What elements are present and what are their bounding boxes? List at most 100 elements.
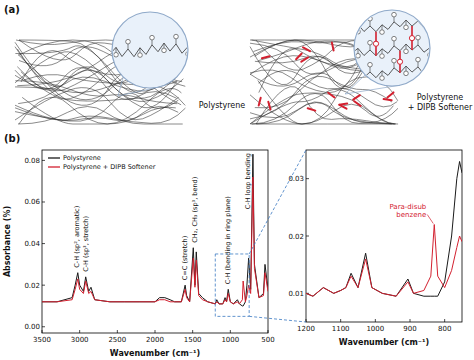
softener [259,98,261,106]
softener [353,95,360,99]
phenyl-ring [356,53,361,58]
magnifier [345,10,432,94]
side-bond [188,47,189,52]
x-tick-label: 2000 [146,336,164,344]
side-bond [406,20,407,25]
side-bond [358,70,359,75]
y-tick [42,243,45,244]
phenyl-ring [368,62,373,67]
y-axis-label: Absorbance (%) [3,206,12,277]
polymer-chain [19,97,176,124]
y-tick-label: 0.02 [24,282,40,290]
magnifier [110,12,190,96]
polymer-chain [18,107,183,125]
side-bond [418,40,419,45]
x-tick [410,319,411,322]
y-tick-label: 0.02 [288,233,304,241]
chart-0: (b)3500300025002000150010005000.000.020.… [3,133,275,358]
softener [262,56,270,58]
y-tick-label: 0.00 [24,323,40,331]
phenyl-ring [368,16,373,21]
x-tick-label: 1200 [297,325,315,333]
side-bond [394,17,395,22]
side-bond [128,44,129,49]
peak-annotation: C=C (stretch) [181,236,189,280]
side-bond [430,24,431,29]
spectrum-line [306,161,462,296]
diagram-label: Polystyrene [417,93,464,102]
backbone [352,20,430,32]
phenyl-ring [392,36,397,41]
phenyl-ring [404,71,409,76]
legend-swatch [48,157,60,158]
y-tick-label: 0.03 [288,175,304,183]
y-tick-label: 0.06 [24,198,40,206]
phenyl-ring [392,12,397,17]
phenyl-ring [380,54,385,59]
x-tick-label: 3500 [33,336,51,344]
side-bond [358,48,359,53]
softener [301,57,308,61]
spectrum-line [306,225,462,297]
softener [339,103,347,104]
x-tick [340,319,341,322]
polymer-chain [250,93,395,124]
phenyl-ring [126,39,131,44]
annotation-pointer [427,215,433,224]
legend-label: Polystyrene + DIPB Softener [63,163,156,171]
side-bond [406,44,407,49]
x-tick-label: 1000 [366,325,384,333]
y-tick [306,236,309,237]
x-tick-label: 900 [403,325,416,333]
x-tick [306,319,307,322]
side-bond [430,70,431,75]
chain [352,11,432,34]
softener [332,43,334,51]
phenyl-ring [416,35,421,40]
plot-area [306,161,462,296]
phenyl-ring [428,29,433,34]
y-tick [42,326,45,327]
side-bond [382,25,383,30]
side-bond [418,62,419,67]
magnified-content [110,34,190,57]
chart-1: 1200110010009008000.010.020.03Wavenumber… [288,150,462,347]
panel-label: (a) [4,4,20,15]
y-tick [42,285,45,286]
chain [352,35,432,58]
side-bond [116,47,117,52]
side-bond [394,41,395,46]
x-tick-label: 1100 [332,325,350,333]
zoom-connector [249,150,306,254]
chain [110,34,190,57]
phenyl-ring [392,58,397,63]
polymer-chain [252,94,392,125]
softener [308,108,316,110]
phenyl-ring [186,52,191,57]
x-tick-label: 3000 [71,336,89,344]
backbone [352,66,430,78]
peak-annotation: C-H loop bending [244,153,252,209]
x-tick [42,330,43,333]
chain [352,57,432,80]
x-tick-label: 800 [438,325,451,333]
backbone [110,43,188,57]
side-bond [370,21,371,26]
zoom-line [118,77,123,96]
side-bond [358,24,359,29]
softener [354,101,360,106]
polymer-chain [22,88,181,124]
x-tick-label: 1500 [184,336,202,344]
x-tick [375,319,376,322]
phenyl-ring [162,48,167,53]
polymer-chain [15,105,185,123]
softener-ring [397,59,402,64]
side-bond [176,39,177,44]
side-bond [382,71,383,76]
phenyl-ring [404,49,409,54]
peak-annotation: C-H (bending in ring plane) [224,196,232,284]
x-tick-label: 2500 [108,336,126,344]
side-bond [370,45,371,50]
softener [303,47,310,51]
peak-annotation: benzene [396,211,426,219]
